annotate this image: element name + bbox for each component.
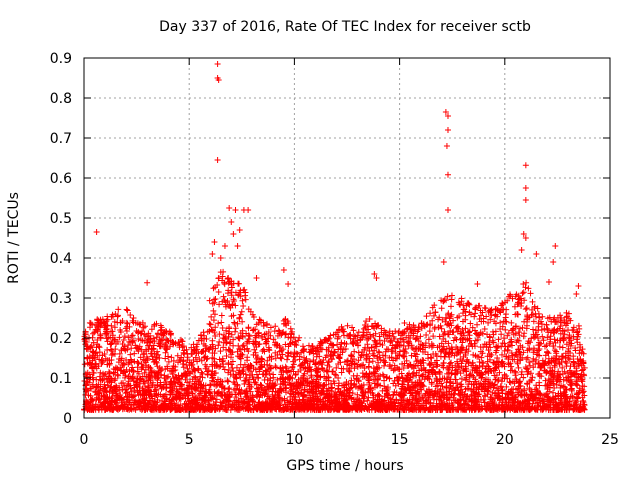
roti-chart: 051015202500.10.20.30.40.50.60.70.80.9 D… bbox=[0, 0, 640, 480]
chart-svg: 051015202500.10.20.30.40.50.60.70.80.9 D… bbox=[0, 0, 640, 480]
